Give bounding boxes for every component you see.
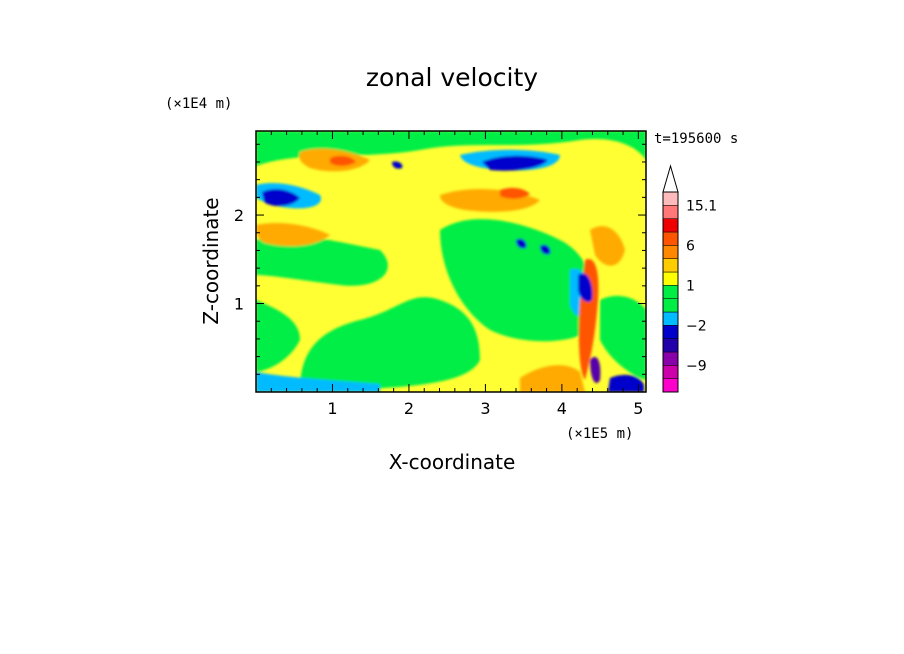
field-region-orange bbox=[520, 365, 585, 392]
field-region-blue bbox=[262, 189, 300, 207]
colorbar-swatch bbox=[662, 271, 679, 286]
colorbar-label: −2 bbox=[686, 318, 707, 334]
colorbar-extend-arrow bbox=[662, 164, 679, 193]
x-tick-label: 5 bbox=[633, 399, 643, 418]
field-region-red bbox=[500, 187, 530, 199]
x-axis-ticks: 1 2 3 4 5 bbox=[270, 131, 643, 418]
field-region-blue bbox=[392, 161, 403, 169]
field-region-cyan bbox=[256, 372, 380, 392]
colorbar-label: 6 bbox=[686, 238, 695, 254]
field-region-blue bbox=[608, 374, 644, 392]
colorbar-frame bbox=[662, 191, 679, 393]
colorbar-swatch bbox=[662, 378, 679, 393]
field-region-blue bbox=[516, 238, 527, 249]
colorbar-label: 1 bbox=[686, 278, 695, 294]
colorbar-swatch bbox=[662, 298, 679, 313]
x-tick-label: 2 bbox=[404, 399, 414, 418]
field-region-orange bbox=[256, 223, 330, 247]
contour-field bbox=[256, 131, 646, 392]
colorbar-label: 15.1 bbox=[686, 198, 717, 214]
field-region-green bbox=[256, 300, 300, 372]
colorbar-swatch bbox=[662, 338, 679, 353]
colorbar-swatch bbox=[662, 231, 679, 246]
field-region-red bbox=[330, 155, 356, 166]
field-region-orange bbox=[590, 226, 625, 266]
x-tick-label: 1 bbox=[327, 399, 337, 418]
colorbar-swatch bbox=[662, 351, 679, 366]
x-unit-label: (×1E5 m) bbox=[566, 426, 633, 442]
y-axis-label: Z-coordinate bbox=[199, 197, 223, 324]
time-label: t=195600 s bbox=[654, 131, 738, 147]
field-region-green bbox=[256, 131, 646, 166]
field-region-green bbox=[600, 295, 646, 380]
y-axis-ticks: 12 bbox=[234, 143, 646, 375]
colorbar-swatch bbox=[662, 245, 679, 259]
field-region-blue bbox=[482, 155, 548, 171]
x-tick-label: 4 bbox=[557, 399, 567, 418]
field-region-green bbox=[300, 297, 480, 390]
chart-title: zonal velocity bbox=[366, 63, 538, 92]
colorbar-swatch bbox=[662, 218, 679, 233]
x-axis-label: X-coordinate bbox=[389, 450, 516, 474]
colorbar-swatch bbox=[662, 191, 679, 206]
plot-frame bbox=[255, 130, 647, 393]
colorbar-label: −9 bbox=[686, 358, 707, 374]
colorbar-swatch bbox=[662, 365, 679, 379]
colorbar-swatch bbox=[662, 285, 679, 299]
y-unit-label: (×1E4 m) bbox=[165, 96, 232, 112]
field-region-blue bbox=[540, 244, 551, 255]
colorbar-swatch bbox=[662, 258, 679, 273]
field-region-purple bbox=[590, 356, 601, 384]
y-tick-label: 1 bbox=[234, 295, 244, 314]
y-tick-label: 2 bbox=[234, 206, 244, 225]
x-tick-label: 3 bbox=[480, 399, 490, 418]
colorbar-swatch bbox=[662, 205, 679, 219]
field-region-green bbox=[440, 219, 594, 342]
colorbar-swatch bbox=[662, 325, 679, 339]
field-region-green bbox=[256, 235, 388, 286]
field-region-blue bbox=[578, 273, 593, 302]
colorbar-swatch bbox=[662, 311, 679, 326]
colorbar: 15.1 6 1 −2 −9 bbox=[662, 164, 717, 393]
